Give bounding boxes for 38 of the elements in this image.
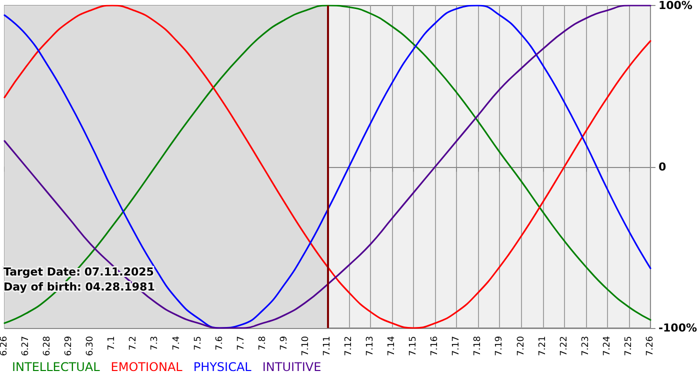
x-tick-label: 7.12 bbox=[344, 336, 354, 356]
x-tick-label: 6.26 bbox=[0, 336, 10, 356]
text: INTUITIVE bbox=[262, 360, 322, 374]
x-tick-label: 6.28 bbox=[42, 336, 53, 356]
x-tick-label: 7.1 bbox=[107, 336, 118, 350]
x-tick-label: 7.17 bbox=[452, 336, 462, 356]
x-tick-label: 7.9 bbox=[279, 336, 290, 350]
x-tick-label: 7.26 bbox=[645, 336, 656, 356]
x-tick-label: 6.29 bbox=[64, 336, 74, 356]
x-tick-label: 7.14 bbox=[387, 336, 398, 356]
x-tick-label: 7.8 bbox=[258, 336, 268, 350]
x-tick-label: 7.4 bbox=[172, 336, 182, 350]
x-tick-label: 7.21 bbox=[538, 336, 548, 356]
x-tick-label: 7.7 bbox=[236, 336, 246, 350]
text: EMOTIONAL bbox=[110, 360, 183, 374]
x-tick-label: 6.27 bbox=[21, 336, 32, 356]
x-tick-label: 7.23 bbox=[580, 336, 591, 356]
x-tick-label: 7.24 bbox=[602, 336, 612, 356]
x-tick-label: 7.2 bbox=[128, 336, 139, 350]
y-tick-label: 100% bbox=[658, 0, 692, 12]
x-tick-label: 7.19 bbox=[494, 336, 505, 356]
x-tick-label: 7.13 bbox=[366, 336, 376, 356]
x-tick-label: 7.15 bbox=[408, 336, 419, 356]
x-tick-label: 7.16 bbox=[430, 336, 440, 356]
x-tick-label: 7.18 bbox=[473, 336, 484, 356]
x-tick-label: 7.20 bbox=[516, 336, 526, 356]
x-tick-label: 7.22 bbox=[559, 336, 570, 356]
x-tick-label: 7.11 bbox=[322, 336, 332, 356]
x-tick-label: 7.25 bbox=[624, 336, 634, 356]
text: INTELLECTUAL bbox=[12, 360, 100, 374]
x-tick-label: 7.5 bbox=[193, 336, 204, 350]
text: PHYSICAL bbox=[193, 360, 252, 374]
x-tick-label: 7.10 bbox=[300, 336, 311, 356]
x-tick-label: 7.6 bbox=[214, 336, 225, 350]
y-tick-label: -100% bbox=[658, 322, 698, 334]
x-tick-label: 7.3 bbox=[150, 336, 160, 350]
y-tick-label: 0 bbox=[658, 160, 666, 174]
x-tick-label: 6.30 bbox=[86, 336, 96, 356]
